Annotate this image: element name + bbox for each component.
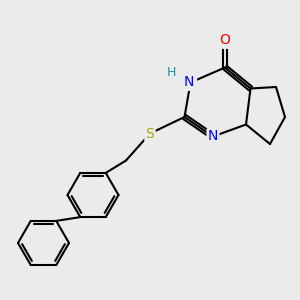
Text: N: N (208, 130, 218, 143)
Text: N: N (184, 75, 194, 89)
Text: N: N (185, 76, 196, 89)
Text: S: S (146, 127, 154, 140)
Text: O: O (220, 34, 230, 47)
Text: H: H (166, 65, 176, 79)
